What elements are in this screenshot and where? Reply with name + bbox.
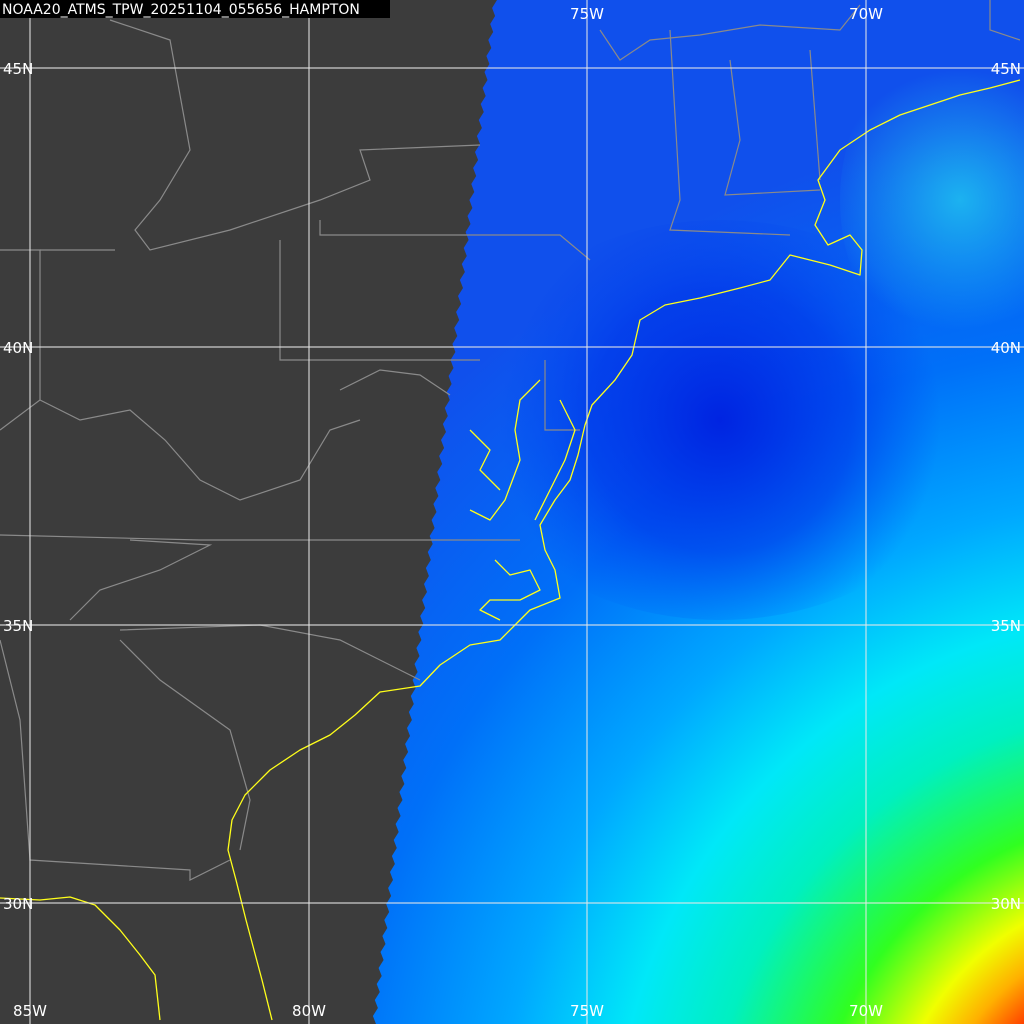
lon-label: 75W: [570, 1002, 604, 1020]
grid-labels: 75W 70W 85W 80W 75W 70W 45N 40N 35N 30N …: [3, 5, 1021, 1020]
lat-label: 45N: [3, 60, 33, 78]
product-title: NOAA20_ATMS_TPW_20251104_055656_HAMPTON: [2, 2, 360, 18]
lat-label: 45N: [991, 60, 1021, 78]
coastlines: [0, 79, 1021, 1021]
lat-label: 35N: [3, 617, 33, 635]
lon-label: 70W: [849, 5, 883, 23]
state-borders: [0, 0, 1021, 881]
lat-label: 30N: [3, 895, 33, 913]
title-background: [0, 0, 390, 18]
lon-label: 80W: [292, 1002, 326, 1020]
lat-label: 35N: [991, 617, 1021, 635]
lat-label: 40N: [991, 339, 1021, 357]
lon-label: 85W: [13, 1002, 47, 1020]
lat-label: 30N: [991, 895, 1021, 913]
lon-label: 70W: [849, 1002, 883, 1020]
lat-label: 40N: [3, 339, 33, 357]
lon-label: 75W: [570, 5, 604, 23]
